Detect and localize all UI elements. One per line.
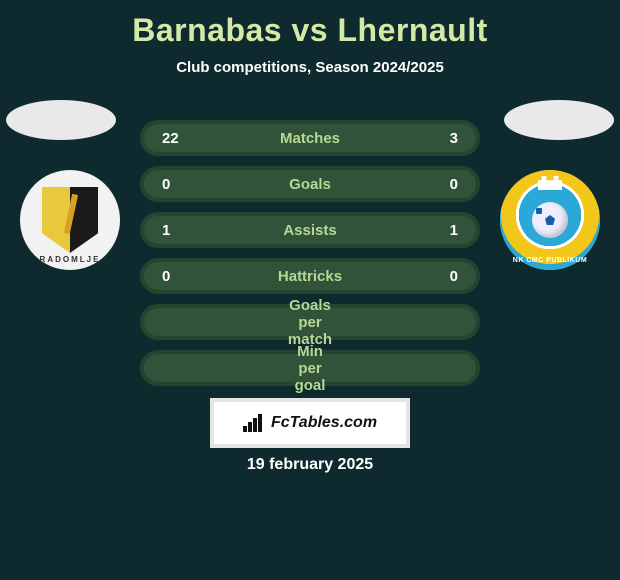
player-photo-left [6,100,116,140]
stats-list: 22 Matches 3 0 Goals 0 1 Assists 1 0 Hat… [140,120,480,396]
stat-right-value: 1 [434,222,458,239]
stat-right-value: 3 [434,130,458,147]
page-subtitle: Club competitions, Season 2024/2025 [0,59,620,76]
shield-icon: RADOMLJE [20,170,120,270]
stat-row-goals-per-match: Goals per match [140,304,480,340]
card-root: Barnabas vs Lhernault Club competitions,… [0,0,620,580]
date-label: 19 february 2025 [0,456,620,474]
stat-left-value: 0 [162,268,186,285]
club-logo-right: NK CMC PUBLIKUM [500,170,600,270]
brand-link[interactable]: FcTables.com [210,398,410,448]
stat-left-value: 1 [162,222,186,239]
club-left-name: RADOMLJE [20,255,120,264]
club-logo-left: RADOMLJE [20,170,120,270]
stat-right-value: 0 [434,176,458,193]
stat-row-hattricks: 0 Hattricks 0 [140,258,480,294]
stat-row-goals: 0 Goals 0 [140,166,480,202]
stat-row-assists: 1 Assists 1 [140,212,480,248]
stat-label: Assists [186,222,434,239]
stat-label: Goals [186,176,434,193]
stat-row-matches: 22 Matches 3 [140,120,480,156]
stat-label: Hattricks [186,268,434,285]
stat-left-value: 22 [162,130,186,147]
stat-label: Goals per match [288,297,332,348]
brand-label: FcTables.com [271,414,377,432]
player-photo-right [504,100,614,140]
stat-row-min-per-goal: Min per goal [140,350,480,386]
soccer-ball-icon [532,202,568,238]
ball-badge-icon: NK CMC PUBLIKUM [500,170,600,270]
page-title: Barnabas vs Lhernault [0,12,620,49]
stat-left-value: 0 [162,176,186,193]
club-right-name: NK CMC PUBLIKUM [500,257,600,264]
castle-icon [538,176,562,190]
stat-label: Min per goal [295,343,326,394]
bar-chart-icon [243,414,265,432]
stat-right-value: 0 [434,268,458,285]
stat-label: Matches [186,130,434,147]
